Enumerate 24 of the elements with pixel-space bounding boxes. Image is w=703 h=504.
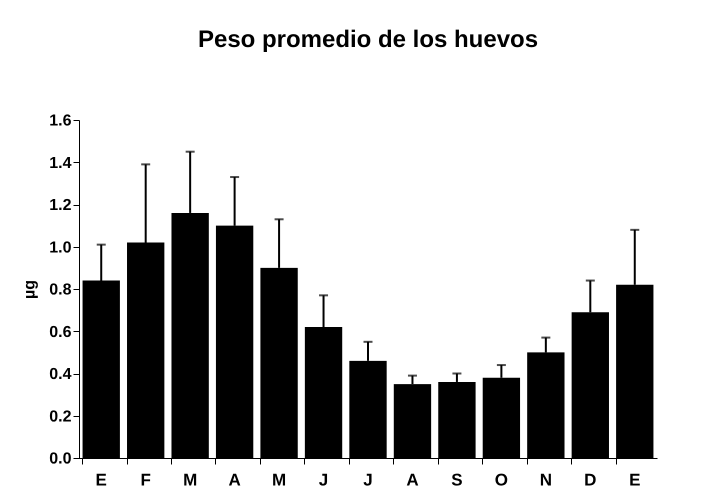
x-tick-label: F [140,470,151,490]
y-axis-title: µg [21,280,38,299]
x-tick-label: M [272,470,286,490]
x-tick-label: S [451,470,463,490]
y-tick-label: 1.6 [49,112,72,130]
x-tick-label: N [540,470,552,490]
y-tick-label: 0.6 [49,324,72,341]
x-tick-label: M [183,470,198,490]
x-tick-label: A [228,470,241,490]
x-tick-label: J [318,470,328,490]
y-tick-label: 0.8 [49,282,72,298]
y-tick-label: 0.4 [49,366,72,383]
chart-title: Peso promedio de los huevos [198,26,538,53]
y-tick-label: 1.4 [49,154,72,172]
x-tick-label: D [584,470,596,490]
x-tick-label: E [96,470,107,490]
y-tick-label: 1.0 [49,239,72,256]
y-tick-label: 0.0 [49,450,72,468]
x-tick-label: E [629,470,640,490]
y-tick-label: 0.2 [49,408,72,426]
x-tick-label: O [494,470,508,490]
y-tick-label: 1.2 [49,197,72,214]
x-tick-label: A [406,470,419,490]
x-tick-label: J [363,470,373,490]
